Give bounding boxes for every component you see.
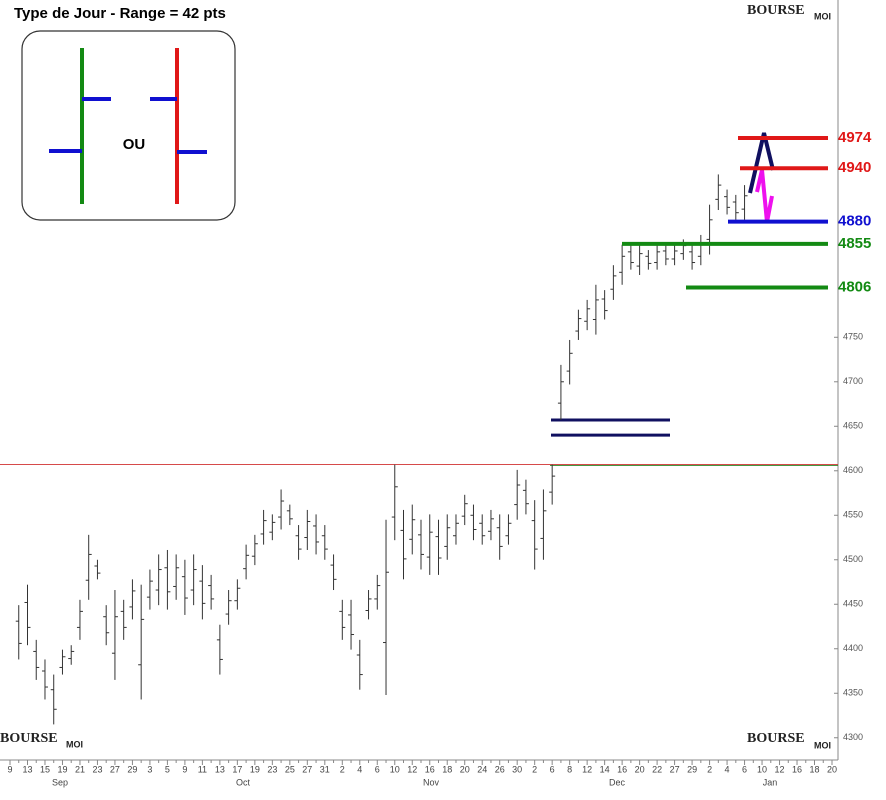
y-tick-label: 4350 (843, 688, 863, 698)
x-tick-label: 3 (147, 764, 152, 774)
x-tick-label: 29 (127, 764, 137, 774)
level-label: 4940 (838, 159, 871, 176)
x-tick-label: 4 (357, 764, 362, 774)
month-label: Oct (236, 777, 251, 787)
level-label: 4855 (838, 235, 871, 252)
inset-text: OU (123, 136, 146, 153)
y-tick-label: 4550 (843, 510, 863, 520)
x-tick-label: 27 (670, 764, 680, 774)
x-tick-label: 9 (7, 764, 12, 774)
x-tick-label: 9 (182, 764, 187, 774)
x-tick-label: 20 (827, 764, 837, 774)
x-tick-label: 2 (707, 764, 712, 774)
x-tick-label: 13 (215, 764, 225, 774)
x-tick-label: 2 (340, 764, 345, 774)
x-tick-label: 18 (810, 764, 820, 774)
x-tick-label: 10 (757, 764, 767, 774)
logo: BOURSE MOI BOURSE MOI BOURSE MOI (0, 3, 831, 750)
logo-small: MOI (814, 740, 831, 750)
chart-title: Type de Jour - Range = 42 pts (14, 5, 226, 22)
x-tick-label: 29 (687, 764, 697, 774)
inset: OU (21, 30, 236, 221)
x-tick-label: 6 (375, 764, 380, 774)
x-tick-label: 17 (232, 764, 242, 774)
logo-small: MOI (814, 11, 831, 21)
x-tick-label: 18 (442, 764, 452, 774)
x-tick-label: 21 (75, 764, 85, 774)
x-tick-label: 11 (198, 764, 207, 774)
x-tick-label: 16 (792, 764, 802, 774)
level-label: 4806 (838, 278, 871, 295)
level-label: 4974 (838, 129, 872, 146)
x-tick-label: 20 (635, 764, 645, 774)
x-tick-label: 6 (550, 764, 555, 774)
x-tick-label: 10 (390, 764, 400, 774)
y-tick-label: 4700 (843, 376, 863, 386)
month-label: Nov (423, 777, 440, 787)
x-tick-label: 15 (40, 764, 50, 774)
x-tick-label: 16 (617, 764, 627, 774)
arrow-navy (748, 132, 775, 194)
x-tick-label: 23 (267, 764, 277, 774)
x-tick-label: 6 (742, 764, 747, 774)
x-tick-label: 4 (725, 764, 730, 774)
x-tick-label: 12 (407, 764, 417, 774)
inset-box (21, 30, 236, 221)
x-tick-label: 19 (250, 764, 260, 774)
x-tick-label: 8 (567, 764, 572, 774)
x-tick-label: 22 (652, 764, 662, 774)
x-tick-label: 12 (582, 764, 592, 774)
y-tick-label: 4600 (843, 465, 863, 475)
arrow-magenta (755, 169, 774, 223)
x-tick-label: 24 (477, 764, 487, 774)
x-tick-label: 16 (425, 764, 435, 774)
y-tick-label: 4500 (843, 554, 863, 564)
x-tick-label: 20 (460, 764, 470, 774)
level-label: 4880 (838, 213, 871, 230)
x-tick-label: 2 (532, 764, 537, 774)
month-label: Jan (763, 777, 778, 787)
y-tick-label: 4400 (843, 643, 863, 653)
x-tick-label: 27 (110, 764, 120, 774)
x-tick-label: 13 (22, 764, 32, 774)
x-tick-label: 27 (302, 764, 312, 774)
x-tick-label: 30 (512, 764, 522, 774)
logo-text: BOURSE (747, 731, 805, 746)
logo-text: BOURSE (0, 731, 58, 746)
month-label: Sep (52, 777, 68, 787)
logo-text: BOURSE (747, 3, 805, 18)
logo-small: MOI (66, 739, 83, 749)
x-tick-label: 5 (165, 764, 170, 774)
x-tick-label: 25 (285, 764, 295, 774)
x-tick-label: 12 (775, 764, 785, 774)
x-tick-label: 19 (57, 764, 67, 774)
y-tick-label: 4300 (843, 732, 863, 742)
x-tick-label: 23 (92, 764, 102, 774)
y-tick-label: 4750 (843, 332, 863, 342)
x-tick-label: 14 (600, 764, 610, 774)
x-tick-label: 26 (495, 764, 505, 774)
y-tick-label: 4450 (843, 599, 863, 609)
y-tick-label: 4650 (843, 421, 863, 431)
month-label: Dec (609, 777, 626, 787)
x-tick-label: 31 (320, 764, 330, 774)
plot: 4300 4350 4400 4450 4500 4550 4600 4650 4700 4750… (0, 174, 863, 774)
